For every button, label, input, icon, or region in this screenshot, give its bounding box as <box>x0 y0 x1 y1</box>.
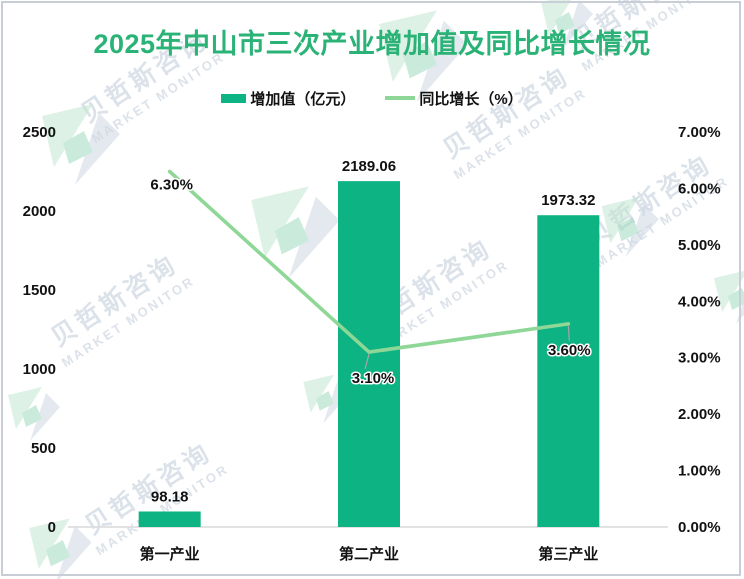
legend-item-bar: 增加值（亿元） <box>221 88 355 109</box>
bar-value-label: 98.18 <box>151 488 189 505</box>
line-value-label: 3.60% <box>548 342 591 359</box>
watermark-logo-icon <box>379 10 468 103</box>
right-axis-tick: 2.00% <box>678 406 721 423</box>
legend-line-label: 同比增长（%） <box>419 90 523 108</box>
right-axis-tick: 5.00% <box>678 237 721 254</box>
category-label: 第三产业 <box>538 545 598 563</box>
legend-bar-label: 增加值（亿元） <box>250 90 356 108</box>
left-axis-tick: 1500 <box>23 282 56 299</box>
bar-第二产业 <box>338 181 400 527</box>
right-axis-tick: 4.00% <box>678 293 721 310</box>
left-axis-tick: 500 <box>31 440 56 457</box>
line-swatch-icon <box>385 96 416 100</box>
right-axis-tick: 1.00% <box>678 463 721 480</box>
bar-value-label: 1973.32 <box>541 192 595 209</box>
bar-swatch-icon <box>221 93 247 103</box>
legend-item-line: 同比增长（%） <box>385 88 523 109</box>
watermark-logo-icon <box>541 0 593 48</box>
right-axis-tick: 0.00% <box>678 519 721 536</box>
legend: 增加值（亿元） 同比增长（%） <box>0 88 744 108</box>
label-leader-line <box>364 353 370 370</box>
left-axis-tick: 0 <box>48 519 56 536</box>
line-value-label: 3.10% <box>352 370 395 387</box>
category-label: 第二产业 <box>339 545 399 563</box>
watermark-logo-icon <box>8 387 60 441</box>
page-title: 2025年中山市三次产业增加值及同比增长情况 <box>93 29 651 59</box>
right-axis-tick: 3.00% <box>678 350 721 367</box>
growth-line <box>167 169 571 354</box>
bar-value-label: 2189.06 <box>342 158 396 175</box>
label-leader-line <box>567 325 570 341</box>
watermark-logo-icon <box>29 518 92 579</box>
watermark-logo-icon <box>251 186 340 279</box>
left-axis-tick: 2500 <box>23 124 56 141</box>
bar-第一产业 <box>138 511 201 527</box>
category-label: 第一产业 <box>140 545 200 563</box>
left-axis-tick: 2000 <box>23 203 56 220</box>
left-axis-tick: 1000 <box>23 361 56 378</box>
bar-第三产业 <box>537 215 600 527</box>
watermark-logo-icon <box>601 197 659 257</box>
right-axis-tick: 7.00% <box>678 124 721 141</box>
line-value-label: 6.30% <box>150 177 193 194</box>
right-axis-tick: 6.00% <box>678 180 721 197</box>
watermark-logo-icon <box>42 104 120 185</box>
